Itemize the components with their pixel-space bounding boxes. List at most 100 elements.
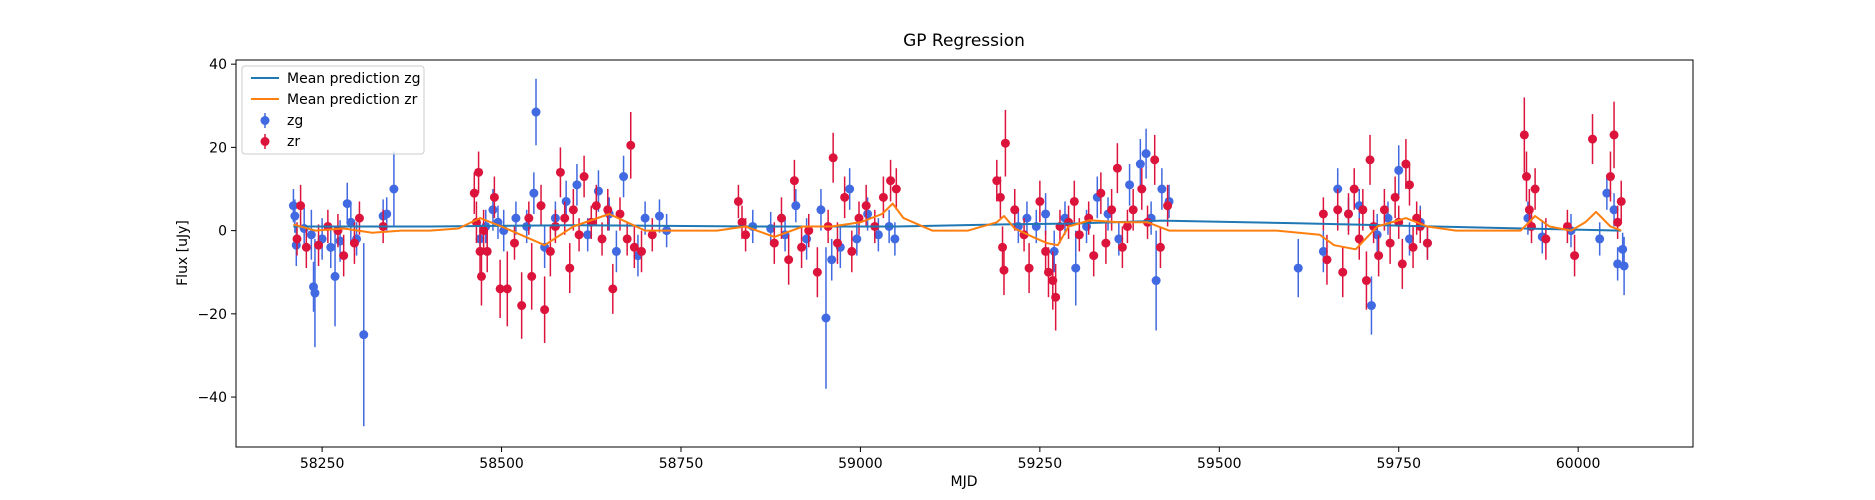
zr-data-point bbox=[474, 167, 484, 177]
mean-prediction-zr-line bbox=[293, 202, 1622, 251]
zg-data-point bbox=[1394, 165, 1404, 175]
zr-data-point bbox=[1354, 234, 1364, 244]
zr-data-point bbox=[789, 176, 799, 186]
zr-data-point bbox=[608, 284, 618, 294]
y-tick-label: 0 bbox=[218, 224, 227, 240]
zr-data-point bbox=[1163, 201, 1173, 211]
zr-data-point bbox=[626, 140, 636, 150]
zg-data-point bbox=[572, 180, 582, 190]
zg-data-point bbox=[1404, 234, 1414, 244]
zg-data-point bbox=[1041, 209, 1051, 219]
zg-data-point bbox=[1383, 213, 1393, 223]
zr-data-point bbox=[527, 271, 537, 281]
zg-data-point bbox=[531, 107, 541, 117]
zg-data-point bbox=[1151, 276, 1161, 286]
zr-data-point bbox=[1408, 242, 1418, 252]
zr-data-point bbox=[502, 284, 512, 294]
zr-data-point bbox=[565, 263, 575, 273]
zr-data-point bbox=[647, 230, 657, 240]
legend-label-zr: zr bbox=[287, 134, 300, 150]
zr-data-point bbox=[999, 265, 1009, 275]
legend: Mean prediction zg Mean prediction zr zg… bbox=[241, 65, 425, 155]
x-tick-label: 59250 bbox=[1018, 456, 1063, 472]
zr-data-point bbox=[1117, 242, 1127, 252]
legend-marker-zr bbox=[260, 137, 270, 146]
zr-data-point bbox=[854, 213, 864, 223]
zr-data-point bbox=[1101, 238, 1111, 248]
zr-data-point bbox=[737, 217, 747, 227]
zr-data-point bbox=[296, 201, 306, 211]
zr-data-point bbox=[1349, 184, 1359, 194]
zg-data-point bbox=[529, 188, 539, 198]
mean-prediction-zg-line bbox=[293, 219, 1622, 232]
zr-data-point bbox=[1322, 255, 1332, 265]
zr-data-point bbox=[1616, 196, 1626, 206]
zr-data-point bbox=[1524, 205, 1534, 215]
zr-data-point bbox=[603, 205, 613, 215]
zr-data-point bbox=[1051, 292, 1061, 302]
zg-data-point bbox=[1125, 180, 1135, 190]
zg-data-point bbox=[1141, 149, 1151, 159]
zg-data-point bbox=[306, 230, 316, 240]
zr-data-point bbox=[591, 201, 601, 211]
zg-data-point bbox=[389, 184, 399, 194]
zr-data-point bbox=[1358, 205, 1368, 215]
zr-data-point bbox=[1107, 205, 1117, 215]
zr-data-point bbox=[1318, 209, 1328, 219]
zr-data-point bbox=[769, 238, 779, 248]
y-axis: −40 −20 0 20 40 bbox=[197, 57, 236, 406]
zr-data-point bbox=[804, 226, 814, 236]
zr-data-point bbox=[1024, 263, 1034, 273]
zr-data-point bbox=[992, 176, 1002, 186]
zr-data-point bbox=[1343, 209, 1353, 219]
zr-data-point bbox=[847, 246, 857, 256]
zg-data-point bbox=[1619, 261, 1629, 271]
zg-data-point bbox=[1114, 234, 1124, 244]
zr-data-point bbox=[524, 213, 534, 223]
zr-data-point bbox=[1374, 251, 1384, 261]
zg-data-point bbox=[1318, 246, 1328, 256]
y-tick-label: 20 bbox=[209, 140, 227, 156]
zr-data-point bbox=[629, 242, 639, 252]
x-tick-label: 59000 bbox=[838, 456, 883, 472]
zr-data-point bbox=[568, 205, 578, 215]
zg-data-point bbox=[821, 313, 831, 323]
x-tick-label: 60000 bbox=[1556, 456, 1601, 472]
zr-data-point bbox=[1128, 205, 1138, 215]
zg-data-point bbox=[326, 242, 336, 252]
zr-data-point bbox=[560, 213, 570, 223]
zr-data-point bbox=[733, 196, 743, 206]
zr-data-point bbox=[1404, 180, 1414, 190]
legend-label-mean-zr: Mean prediction zr bbox=[287, 92, 418, 108]
zr-data-point bbox=[1385, 238, 1395, 248]
zr-data-point bbox=[1521, 172, 1531, 182]
zr-data-point bbox=[1379, 205, 1389, 215]
zg-data-point bbox=[1609, 205, 1619, 215]
zg-data-point bbox=[873, 230, 883, 240]
zg-data-point bbox=[816, 205, 826, 215]
zr-data-point bbox=[840, 192, 850, 202]
zr-data-point bbox=[1122, 221, 1132, 231]
zg-data-point bbox=[583, 230, 593, 240]
zr-data-point bbox=[615, 209, 625, 219]
zr-data-point bbox=[1010, 205, 1020, 215]
zr-data-point bbox=[1519, 130, 1529, 140]
x-tick-label: 59500 bbox=[1197, 456, 1242, 472]
zg-data-point bbox=[382, 209, 392, 219]
zr-data-point bbox=[1613, 217, 1623, 227]
zg-data-point bbox=[1135, 159, 1145, 169]
zr-data-point bbox=[1096, 188, 1106, 198]
zg-data-point bbox=[802, 234, 812, 244]
zr-data-point bbox=[579, 172, 589, 182]
zg-data-point bbox=[827, 255, 837, 265]
zr-data-point bbox=[1074, 230, 1084, 240]
zr-data-point bbox=[1069, 196, 1079, 206]
legend-label-zg: zg bbox=[287, 113, 303, 129]
zg-data-point bbox=[654, 211, 664, 221]
zr-data-point bbox=[301, 242, 311, 252]
zg-data-point bbox=[1071, 263, 1081, 273]
zr-data-point bbox=[476, 271, 486, 281]
zr-data-point bbox=[1035, 196, 1045, 206]
zg-data-point bbox=[1366, 301, 1376, 311]
zg-data-point bbox=[488, 205, 498, 215]
